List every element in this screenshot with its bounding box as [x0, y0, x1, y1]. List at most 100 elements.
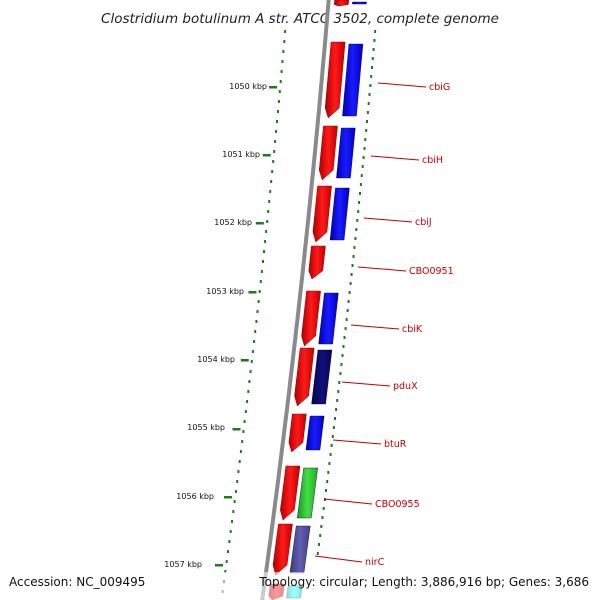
ruler-dot: [263, 250, 265, 253]
inner-dot: [347, 300, 350, 303]
major-tick: [269, 86, 278, 89]
ruler-dot: [238, 460, 241, 463]
inner-dot: [327, 471, 330, 474]
inner-dot: [338, 381, 341, 384]
ruler-dot: [267, 210, 270, 213]
ruler-dot: [239, 450, 242, 453]
ruler-dot: [242, 430, 245, 433]
inner-dot: [341, 354, 344, 357]
inner-dot: [339, 372, 342, 375]
gene-features: [268, 0, 367, 600]
forward-cds-arrow: [301, 290, 321, 347]
tick-label: 1053 kbp: [206, 287, 244, 296]
inner-dot: [331, 435, 334, 438]
ruler-dot: [237, 470, 240, 473]
ruler-dot: [236, 480, 239, 483]
ruler-dot: [265, 230, 268, 233]
ruler-dot: [270, 180, 273, 183]
gene-callout-line: [370, 155, 420, 161]
gene-label: cbiH: [422, 155, 443, 166]
ruler-dot: [250, 360, 253, 363]
cog-feature-block: [305, 415, 325, 451]
inner-dot: [350, 273, 353, 276]
gene-callout-line: [350, 324, 400, 330]
inner-dot: [370, 75, 373, 78]
ruler-dot: [244, 410, 247, 413]
tick-label: 1056 kbp: [176, 492, 214, 501]
ruler-dot: [277, 110, 279, 113]
inner-dot: [371, 57, 374, 60]
ruler-dot: [271, 170, 274, 173]
inner-dot: [358, 201, 361, 204]
map-title: Clostridium botulinum A str. ATCC 3502, …: [101, 11, 499, 27]
ruler-dot: [224, 570, 227, 573]
cog-feature-block: [329, 187, 350, 241]
gene-callout-line: [377, 82, 427, 88]
ruler-dot: [275, 130, 278, 133]
inner-dot: [325, 489, 327, 492]
inner-dot: [336, 399, 339, 402]
ruler-dot: [276, 120, 278, 123]
ruler-dot: [269, 190, 272, 193]
ruler-dot: [277, 100, 280, 103]
tick-label: 1052 kbp: [214, 218, 252, 227]
forward-cds-arrow: [312, 185, 332, 243]
genome-backbone: [260, 0, 331, 600]
inner-dot: [334, 417, 336, 420]
inner-dot: [354, 237, 357, 240]
inner-dot: [367, 102, 370, 105]
ruler-dot: [260, 270, 263, 273]
ruler-dot: [273, 150, 276, 153]
ruler-dot: [279, 80, 282, 83]
ruler-dot: [228, 540, 231, 543]
major-tick: [262, 154, 271, 157]
ruler-dot: [229, 530, 232, 533]
ruler-dot: [281, 60, 284, 63]
gene-callout-line: [323, 498, 373, 505]
ruler-dot: [264, 240, 267, 243]
inner-dot: [372, 48, 375, 51]
tick-label: 1051 kbp: [222, 150, 260, 159]
inner-dot: [365, 129, 368, 132]
ruler-dot: [232, 510, 235, 513]
inner-dot: [342, 345, 345, 348]
forward-cds-arrow: [308, 245, 326, 280]
cog-feature-block: [289, 525, 311, 574]
cog-feature-block: [336, 127, 356, 179]
inner-dot: [337, 390, 340, 393]
gene-label: pduX: [393, 381, 418, 392]
tick-label: 1057 kbp: [164, 560, 202, 569]
gene-labels: cbiG cbiH cbiJ CBO0951 cbiK pduX btuR CB…: [314, 82, 454, 568]
inner-dot: [356, 219, 359, 222]
cog-feature-block: [342, 43, 364, 117]
accession-text: Accession: NC_009495: [9, 575, 145, 589]
inner-dot: [374, 30, 377, 33]
forward-cds-arrow: [294, 347, 315, 407]
cog-feature-block: [311, 349, 333, 405]
forward-cds-arrow: [272, 523, 293, 576]
inner-dot: [345, 318, 348, 321]
ruler-dot: [284, 30, 287, 33]
inner-dot: [362, 156, 365, 159]
ruler-dot: [266, 220, 269, 223]
inner-dot: [355, 228, 358, 231]
major-tick: [240, 359, 249, 362]
inner-dot: [321, 516, 324, 519]
inner-dot: [361, 165, 364, 168]
footer-background: [0, 572, 600, 600]
ruler-dot: [272, 160, 275, 163]
gene-label: nirC: [365, 557, 385, 568]
inner-dot: [319, 534, 322, 537]
tick-label: 1055 kbp: [187, 423, 225, 432]
tick-label: 1050 kbp: [229, 82, 267, 91]
inner-dot: [316, 552, 319, 555]
topology-text: Topology: circular; Length: 3,886,916 bp…: [258, 575, 589, 589]
inner-dot: [322, 507, 325, 510]
ruler-dot: [259, 280, 262, 283]
gene-label: cbiK: [402, 324, 423, 335]
cog-feature-block: [352, 1, 367, 5]
gene-callout-line: [332, 439, 382, 445]
ruler-dotted-arc: [215, 30, 287, 593]
ruler-dot: [225, 560, 228, 563]
gene-callout-line: [314, 555, 363, 563]
